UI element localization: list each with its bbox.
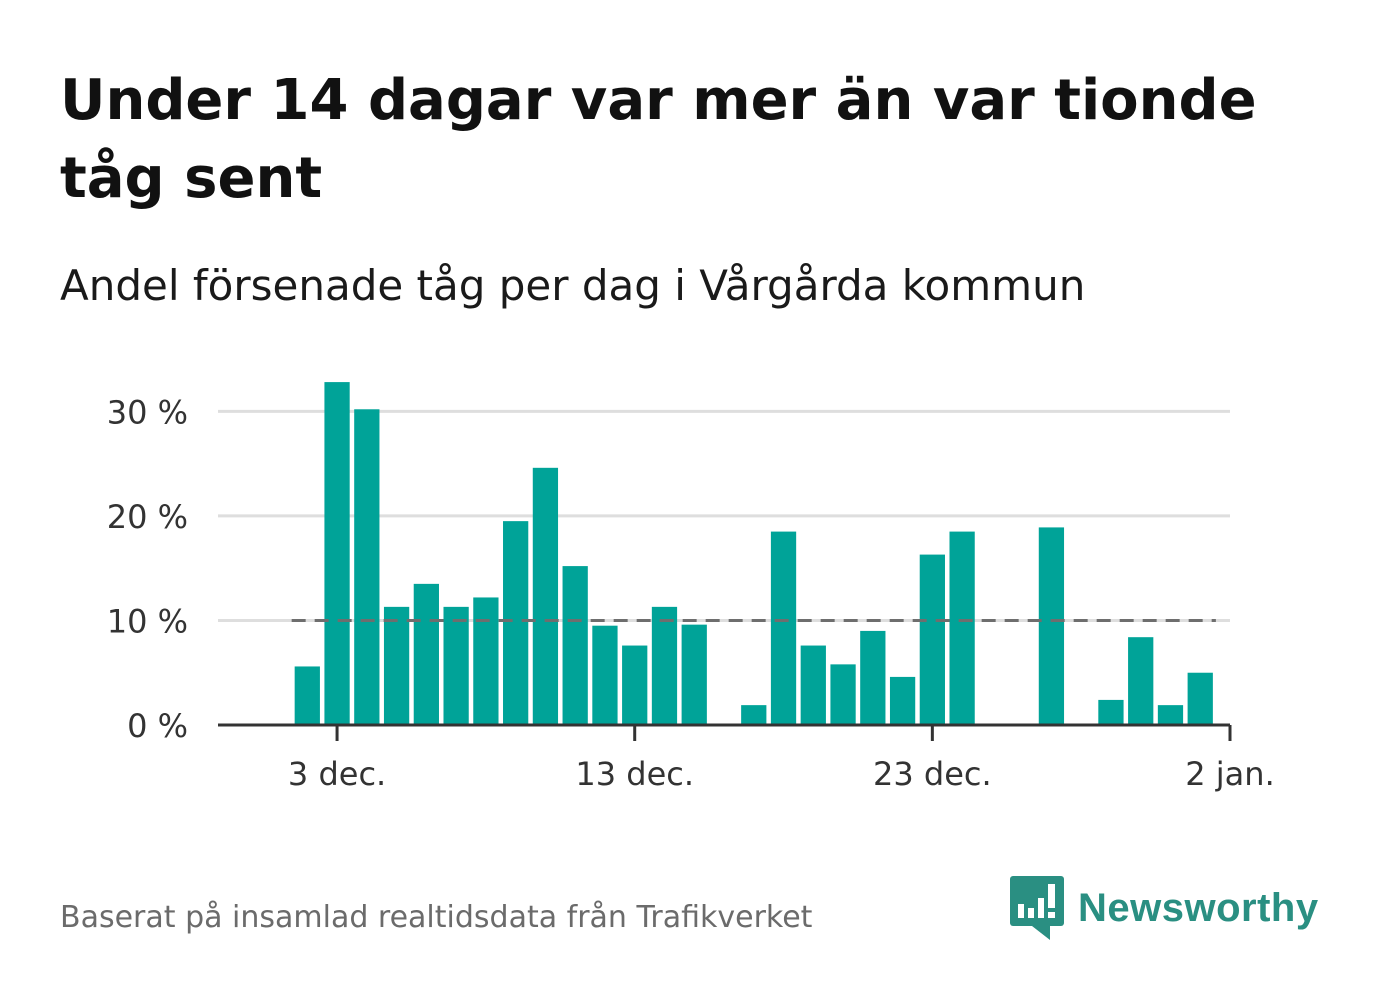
bar (592, 625, 618, 725)
y-tick-label: 20 % (107, 498, 188, 536)
bar-chart: 0 % 10 % 20 % 30 % 3 dec. 13 dec. 23 dec. 2 jan… (107, 382, 1275, 793)
bar (532, 467, 559, 725)
bar (830, 664, 856, 725)
bar (770, 531, 797, 725)
y-tick-label: 0 % (127, 707, 188, 745)
bar (1038, 527, 1065, 725)
x-tick-label: 13 dec. (575, 755, 694, 793)
x-tick-label: 3 dec. (288, 755, 386, 793)
bar (681, 624, 707, 725)
bar (443, 606, 469, 725)
bar (889, 676, 916, 725)
bar (413, 583, 439, 725)
bar (294, 666, 320, 725)
bar (919, 554, 945, 725)
chart-title: Under 14 dagar var mer än var tionde tåg… (60, 68, 1257, 211)
bar (383, 606, 410, 725)
y-tick-label: 30 % (107, 393, 188, 431)
bar (800, 645, 826, 725)
bar (324, 382, 350, 725)
y-tick-label: 10 % (107, 602, 188, 640)
bar (473, 597, 499, 725)
bar (562, 566, 588, 725)
bar (622, 645, 648, 725)
bar (741, 705, 767, 725)
source-note: Baserat på insamlad realtidsdata från Tr… (60, 900, 813, 935)
chart-subtitle: Andel försenade tåg per dag i Vårgårda k… (60, 261, 1086, 310)
bar (1098, 699, 1124, 725)
bar (503, 521, 529, 725)
newsworthy-logo-icon (1010, 876, 1064, 940)
bar (354, 409, 380, 725)
brand-name: Newsworthy (1078, 885, 1319, 930)
brand-logo: Newsworthy (1010, 876, 1319, 940)
bar (1187, 672, 1213, 725)
x-tick-label: 2 jan. (1185, 755, 1274, 793)
bar (651, 606, 678, 725)
x-tick-label: 23 dec. (873, 755, 992, 793)
bar (860, 630, 886, 725)
bar (1128, 637, 1154, 725)
bar (1157, 705, 1184, 725)
bar (949, 531, 975, 725)
